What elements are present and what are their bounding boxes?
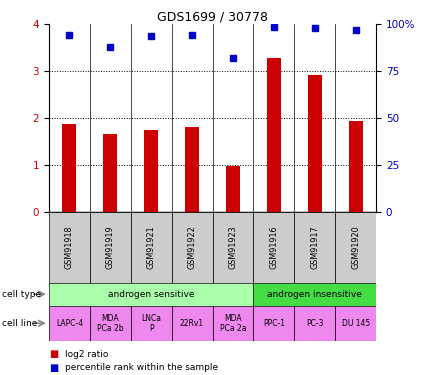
Text: GSM91921: GSM91921 bbox=[147, 226, 156, 269]
Bar bbox=[49, 283, 253, 306]
Bar bbox=[253, 283, 376, 306]
Text: GSM91916: GSM91916 bbox=[269, 226, 278, 269]
Text: GSM91922: GSM91922 bbox=[187, 226, 196, 269]
Bar bbox=[62, 124, 76, 212]
Bar bbox=[90, 212, 131, 283]
Bar bbox=[131, 212, 172, 283]
Text: GSM91919: GSM91919 bbox=[106, 226, 115, 269]
Text: log2 ratio: log2 ratio bbox=[65, 350, 108, 359]
Text: 22Rv1: 22Rv1 bbox=[180, 319, 204, 328]
Text: PPC-1: PPC-1 bbox=[263, 319, 285, 328]
Bar bbox=[294, 306, 335, 341]
Text: LAPC-4: LAPC-4 bbox=[56, 319, 83, 328]
Bar bbox=[49, 306, 90, 341]
Bar bbox=[49, 212, 90, 283]
Text: MDA
PCa 2a: MDA PCa 2a bbox=[220, 314, 246, 333]
Text: DU 145: DU 145 bbox=[342, 319, 370, 328]
Bar bbox=[226, 166, 240, 212]
Bar bbox=[185, 127, 199, 212]
Bar bbox=[172, 212, 212, 283]
Text: cell type: cell type bbox=[2, 290, 41, 299]
Bar bbox=[90, 306, 131, 341]
Text: GSM91920: GSM91920 bbox=[351, 226, 360, 269]
Text: ■: ■ bbox=[49, 363, 58, 372]
Bar bbox=[131, 306, 172, 341]
Text: GSM91917: GSM91917 bbox=[310, 226, 319, 269]
Bar bbox=[103, 134, 117, 212]
Bar bbox=[212, 306, 253, 341]
Bar bbox=[172, 306, 212, 341]
Bar bbox=[144, 130, 158, 212]
Text: PC-3: PC-3 bbox=[306, 319, 323, 328]
Text: androgen insensitive: androgen insensitive bbox=[267, 290, 362, 299]
Text: ■: ■ bbox=[49, 350, 58, 359]
Text: percentile rank within the sample: percentile rank within the sample bbox=[65, 363, 218, 372]
Bar bbox=[212, 212, 253, 283]
Bar bbox=[335, 212, 376, 283]
Title: GDS1699 / 30778: GDS1699 / 30778 bbox=[157, 10, 268, 23]
Text: GSM91923: GSM91923 bbox=[229, 226, 238, 269]
Text: LNCa
P: LNCa P bbox=[141, 314, 161, 333]
Bar bbox=[308, 75, 322, 212]
Bar bbox=[348, 122, 363, 212]
Text: androgen sensitive: androgen sensitive bbox=[108, 290, 194, 299]
Text: cell line: cell line bbox=[2, 319, 37, 328]
Bar bbox=[335, 306, 376, 341]
Text: MDA
PCa 2b: MDA PCa 2b bbox=[97, 314, 124, 333]
Bar bbox=[294, 212, 335, 283]
Bar bbox=[253, 212, 294, 283]
Bar bbox=[267, 58, 281, 212]
Bar bbox=[253, 306, 294, 341]
Text: GSM91918: GSM91918 bbox=[65, 226, 74, 269]
